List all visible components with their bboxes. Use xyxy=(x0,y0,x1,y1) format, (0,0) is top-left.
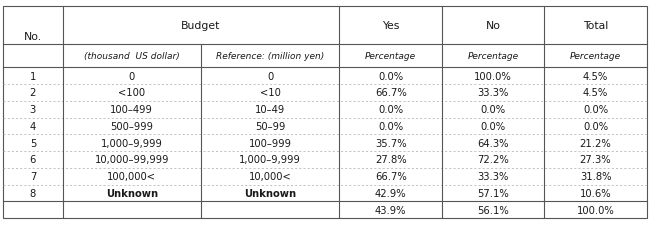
Text: 6: 6 xyxy=(30,155,36,165)
Text: 1,000–9,999: 1,000–9,999 xyxy=(239,155,301,165)
Text: 0.0%: 0.0% xyxy=(583,121,608,131)
Text: (thousand  US dollar): (thousand US dollar) xyxy=(84,52,179,61)
Text: 5: 5 xyxy=(30,138,36,148)
Text: 66.7%: 66.7% xyxy=(375,88,407,98)
Text: 7: 7 xyxy=(30,171,36,181)
Text: 0.0%: 0.0% xyxy=(378,71,403,81)
Text: 56.1%: 56.1% xyxy=(477,205,509,215)
Text: Reference: (million yen): Reference: (million yen) xyxy=(216,52,324,61)
Text: 3: 3 xyxy=(30,105,36,115)
Text: 10.6%: 10.6% xyxy=(580,188,612,198)
Text: 21.2%: 21.2% xyxy=(580,138,612,148)
Text: 8: 8 xyxy=(30,188,36,198)
Text: 100,000<: 100,000< xyxy=(107,171,156,181)
Text: 33.3%: 33.3% xyxy=(478,171,509,181)
Text: 10–49: 10–49 xyxy=(255,105,285,115)
Text: 27.8%: 27.8% xyxy=(375,155,406,165)
Text: 0.0%: 0.0% xyxy=(583,105,608,115)
Text: <100: <100 xyxy=(118,88,146,98)
Text: 10,000<: 10,000< xyxy=(249,171,292,181)
Text: 66.7%: 66.7% xyxy=(375,171,407,181)
Text: Percentage: Percentage xyxy=(467,52,519,61)
Text: Unknown: Unknown xyxy=(244,188,296,198)
Text: 0: 0 xyxy=(129,71,135,81)
Text: Budget: Budget xyxy=(181,21,221,31)
Text: 4.5%: 4.5% xyxy=(583,71,608,81)
Text: 0.0%: 0.0% xyxy=(480,121,506,131)
Text: 2: 2 xyxy=(30,88,36,98)
Text: Yes: Yes xyxy=(382,21,399,31)
Text: 35.7%: 35.7% xyxy=(375,138,406,148)
Text: Unknown: Unknown xyxy=(106,188,158,198)
Text: 500–999: 500–999 xyxy=(111,121,153,131)
Text: 100.0%: 100.0% xyxy=(474,71,512,81)
Text: 4.5%: 4.5% xyxy=(583,88,608,98)
Text: 100.0%: 100.0% xyxy=(577,205,614,215)
Text: 0: 0 xyxy=(267,71,274,81)
Text: 57.1%: 57.1% xyxy=(477,188,509,198)
Text: 50–99: 50–99 xyxy=(255,121,285,131)
Text: 31.8%: 31.8% xyxy=(580,171,611,181)
Text: 33.3%: 33.3% xyxy=(478,88,509,98)
Text: <10: <10 xyxy=(260,88,281,98)
Text: 100–999: 100–999 xyxy=(249,138,292,148)
Text: 1: 1 xyxy=(30,71,36,81)
Text: 10,000–99,999: 10,000–99,999 xyxy=(94,155,169,165)
Text: 42.9%: 42.9% xyxy=(375,188,406,198)
Text: Percentage: Percentage xyxy=(570,52,621,61)
Text: Percentage: Percentage xyxy=(365,52,416,61)
Text: 72.2%: 72.2% xyxy=(477,155,509,165)
Text: 64.3%: 64.3% xyxy=(477,138,509,148)
Text: Total: Total xyxy=(583,21,608,31)
Text: 0.0%: 0.0% xyxy=(480,105,506,115)
Text: 4: 4 xyxy=(30,121,36,131)
Text: 43.9%: 43.9% xyxy=(375,205,406,215)
Text: No: No xyxy=(486,21,500,31)
Text: 0.0%: 0.0% xyxy=(378,121,403,131)
Text: 100–499: 100–499 xyxy=(111,105,153,115)
Text: 27.3%: 27.3% xyxy=(580,155,612,165)
Text: No.: No. xyxy=(24,32,42,42)
Text: 1,000–9,999: 1,000–9,999 xyxy=(101,138,162,148)
Text: 0.0%: 0.0% xyxy=(378,105,403,115)
